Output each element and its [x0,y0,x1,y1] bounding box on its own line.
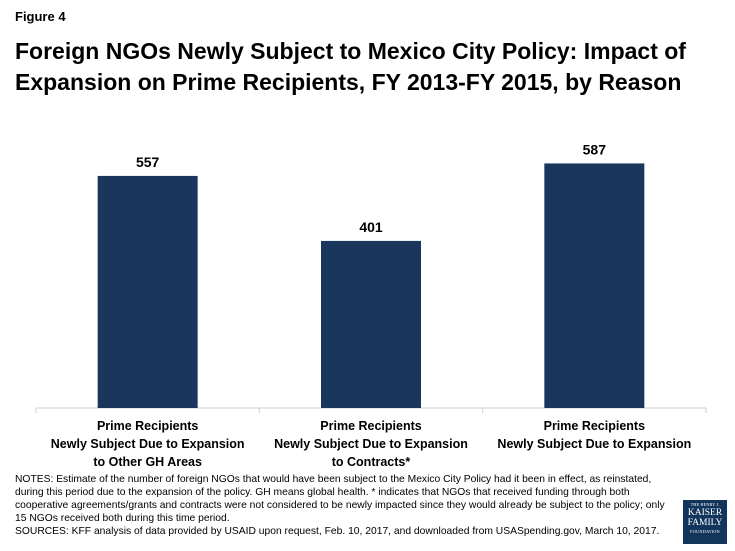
category-label-1-line-3: to Other GH Areas [93,455,202,469]
bar-1 [97,175,198,408]
chart-title: Foreign NGOs Newly Subject to Mexico Cit… [15,38,686,95]
sources-text: SOURCES: KFF analysis of data provided b… [15,526,660,537]
bar-3 [544,163,645,408]
category-label-2-line-2: Newly Subject Due to Expansion [274,437,468,451]
data-label-3: 587 [583,141,607,157]
category-label-2-line-3: to Contracts* [332,455,411,469]
kff-logo: THE HENRY J. KAISER FAMILY FOUNDATION [683,500,727,544]
notes-block: NOTES: Estimate of the number of foreign… [15,473,675,538]
figure-label: Figure 4 [15,9,66,24]
logo-line-2: KAISER [687,508,723,518]
logo-line-4: FOUNDATION [690,529,720,534]
category-label-3-line-2: Newly Subject Due to Expansion [497,437,691,451]
data-label-2: 401 [359,219,383,235]
category-label-1-line-1: Prime Recipients [97,419,198,433]
logo-line-1: THE HENRY J. [690,502,720,507]
data-label-1: 557 [136,154,160,170]
bar-2 [321,240,421,408]
category-label-3-line-1: Prime Recipients [544,419,645,433]
category-label-2-line-1: Prime Recipients [320,419,421,433]
category-label-1-line-2: Newly Subject Due to Expansion [51,437,245,451]
notes-text: NOTES: Estimate of the number of foreign… [15,474,665,524]
logo-line-3: FAMILY [687,518,723,528]
